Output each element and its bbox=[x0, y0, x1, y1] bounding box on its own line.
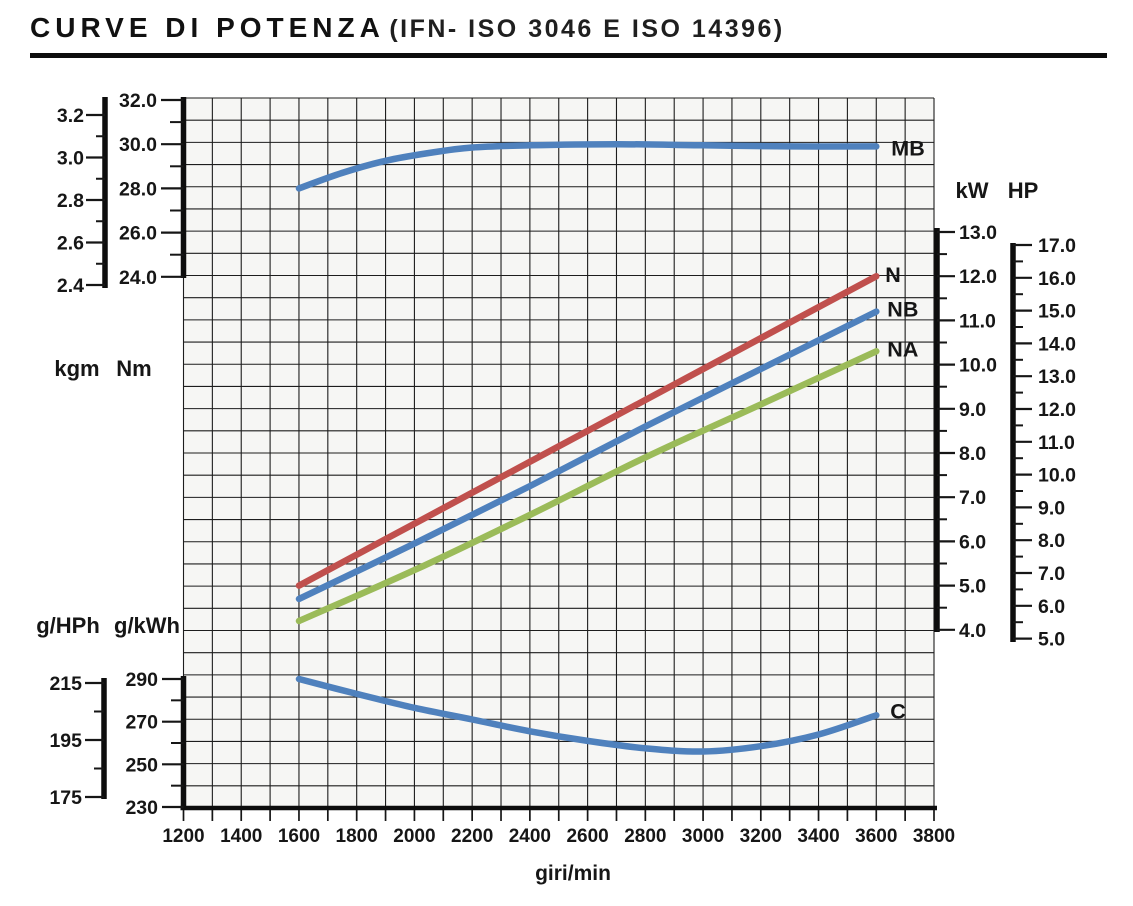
y-tick-label: 9.0 bbox=[959, 399, 986, 421]
y-tick-label: 290 bbox=[125, 669, 158, 691]
series-NB: NB bbox=[295, 298, 918, 603]
y-tick-label: 7.0 bbox=[1038, 563, 1065, 585]
axis-unit-label: kgm bbox=[54, 356, 99, 381]
y-tick-label: 11.0 bbox=[1038, 432, 1075, 454]
series-NA: NA bbox=[295, 337, 918, 625]
y-tick-label: 4.0 bbox=[959, 620, 986, 642]
axis-kW: 13.0 12.0 11.0 10.0 9.0 8.0 7.0 6.0 5.0 4.0 kW bbox=[934, 178, 997, 642]
y-tick-label: 5.0 bbox=[959, 576, 986, 598]
series-line-NB bbox=[295, 308, 880, 603]
series-line-C bbox=[295, 675, 880, 755]
y-tick-label: 13.0 bbox=[1038, 366, 1076, 388]
y-tick-label: 2.6 bbox=[57, 233, 84, 255]
y-tick-label: 12.0 bbox=[959, 266, 997, 288]
axis-unit-label: kW bbox=[956, 178, 989, 203]
page-subtitle: (IFN- ISO 3046 E ISO 14396) bbox=[389, 15, 785, 43]
axis-HP: 17.0 16.0 15.0 14.0 13.0 12.0 11.0 10.0 9.0 8.0 7.… bbox=[1008, 178, 1076, 651]
title-rule bbox=[30, 53, 1107, 58]
series-MB: MB bbox=[295, 136, 925, 192]
series-label-C: C bbox=[890, 699, 906, 723]
axis-g-kWh: 290 270 250 230 g/kWh bbox=[114, 613, 187, 819]
y-tick-label: 32.0 bbox=[119, 90, 157, 112]
series-label-NB: NB bbox=[887, 298, 918, 322]
x-tick-label: 2000 bbox=[393, 826, 435, 847]
x-tick-label: 1200 bbox=[162, 826, 204, 847]
grid bbox=[182, 97, 935, 809]
x-tick-label: 1600 bbox=[278, 826, 320, 847]
y-tick-label: 3.2 bbox=[57, 105, 84, 127]
title-block: CURVE DI POTENZA (IFN- ISO 3046 E ISO 14… bbox=[30, 12, 1107, 58]
y-tick-label: 270 bbox=[125, 712, 158, 734]
series-label-N: N bbox=[885, 263, 901, 287]
y-tick-label: 2.8 bbox=[57, 190, 84, 212]
y-tick-label: 6.0 bbox=[1038, 596, 1065, 618]
y-tick-label: 7.0 bbox=[959, 487, 986, 509]
axis-unit-label: HP bbox=[1008, 178, 1039, 203]
series-line-MB bbox=[295, 140, 880, 192]
axis-Nm: 32.0 30.0 28.0 26.0 24.0 Nm bbox=[116, 90, 187, 381]
axis-kgm: 3.2 3.0 2.8 2.6 2.4 kgm bbox=[54, 97, 108, 381]
x-tick-label: 3200 bbox=[740, 826, 782, 847]
x-tick-label: 3800 bbox=[913, 826, 955, 847]
y-tick-label: 6.0 bbox=[959, 531, 986, 553]
y-tick-label: 24.0 bbox=[119, 267, 157, 289]
x-tick-label: 2200 bbox=[451, 826, 493, 847]
y-tick-label: 3.0 bbox=[57, 148, 84, 170]
series-C: C bbox=[295, 675, 906, 755]
y-tick-label: 9.0 bbox=[1038, 497, 1065, 519]
y-tick-label: 230 bbox=[125, 797, 158, 819]
x-tick-label: 1800 bbox=[336, 826, 378, 847]
y-tick-label: 195 bbox=[49, 730, 82, 752]
series-label-NA: NA bbox=[887, 337, 918, 361]
x-tick-label: 2400 bbox=[509, 826, 551, 847]
y-tick-label: 250 bbox=[125, 754, 158, 776]
axis-unit-label: g/kWh bbox=[114, 613, 180, 638]
y-tick-label: 11.0 bbox=[959, 310, 996, 332]
axis-unit-label: Nm bbox=[116, 356, 151, 381]
x-axis-title: giri/min bbox=[535, 862, 611, 885]
axis-unit-label: g/HPh bbox=[36, 613, 100, 638]
y-tick-label: 26.0 bbox=[119, 223, 157, 245]
y-tick-label: 5.0 bbox=[1038, 629, 1065, 651]
x-tick-label: 1400 bbox=[220, 826, 262, 847]
y-tick-label: 8.0 bbox=[959, 443, 986, 465]
page-title: CURVE DI POTENZA bbox=[30, 12, 385, 43]
series-line-NA bbox=[295, 348, 880, 625]
x-tick-label: 3400 bbox=[797, 826, 839, 847]
y-tick-label: 10.0 bbox=[959, 355, 997, 377]
x-tick-label: 3600 bbox=[855, 826, 897, 847]
y-tick-label: 30.0 bbox=[119, 134, 157, 156]
title-line: CURVE DI POTENZA (IFN- ISO 3046 E ISO 14… bbox=[30, 12, 1106, 44]
y-tick-label: 13.0 bbox=[959, 222, 997, 244]
y-tick-label: 16.0 bbox=[1038, 268, 1076, 290]
x-tick-label: 2800 bbox=[624, 826, 666, 847]
x-axis: 1200 1400 1600 1800 2000 2200 2400 2600 2800 3000… bbox=[162, 805, 955, 885]
series-line-N bbox=[295, 272, 880, 589]
y-tick-label: 28.0 bbox=[119, 178, 157, 200]
y-tick-label: 15.0 bbox=[1038, 301, 1076, 323]
y-tick-label: 175 bbox=[49, 787, 82, 809]
axis-g-HPh: 215 195 175 g/HPh bbox=[36, 613, 107, 809]
series-N: N bbox=[295, 263, 901, 589]
y-tick-label: 8.0 bbox=[1038, 530, 1065, 552]
y-tick-label: 14.0 bbox=[1038, 333, 1076, 355]
y-tick-label: 2.4 bbox=[57, 275, 84, 297]
y-tick-label: 215 bbox=[49, 673, 82, 695]
series-label-MB: MB bbox=[891, 136, 924, 160]
x-tick-label: 3000 bbox=[682, 826, 724, 847]
y-tick-label: 17.0 bbox=[1038, 235, 1076, 257]
y-tick-label: 12.0 bbox=[1038, 399, 1076, 421]
x-tick-label: 2600 bbox=[566, 826, 608, 847]
y-tick-label: 10.0 bbox=[1038, 465, 1076, 487]
